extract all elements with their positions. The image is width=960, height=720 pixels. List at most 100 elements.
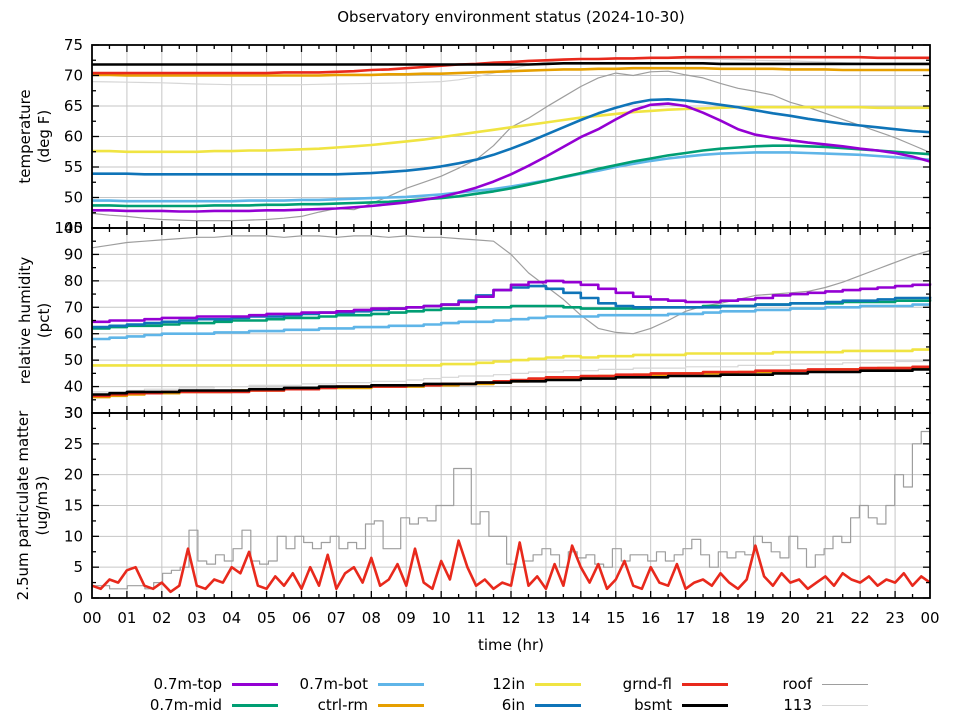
x-tick-label: 12 [501, 609, 520, 627]
legend-swatch-0.7m-top [232, 682, 278, 686]
legend-swatch-bsmt [682, 703, 728, 707]
series-humidity-bsmt [92, 368, 930, 396]
y-tick-label: 75 [64, 36, 83, 54]
series-temperature-0.7m-bot [92, 151, 931, 203]
series-humidity-roof [91, 235, 931, 335]
legend-item-roof: roof [672, 675, 868, 693]
y-tick-label: 90 [64, 245, 83, 263]
legend-item-ctrl-rm: ctrl-rm [228, 696, 424, 714]
x-tick-label: 07 [327, 609, 346, 627]
legend-item-0.7m-mid: 0.7m-mid [82, 696, 278, 714]
legend-item-6in: 6in [385, 696, 581, 714]
y-tick-label: 10 [64, 527, 83, 545]
y-tick-label: 70 [64, 67, 83, 85]
series-temperature-bsmt [92, 62, 930, 66]
x-tick-label: 23 [886, 609, 905, 627]
legend-item-grnd-fl: grnd-fl [532, 675, 728, 693]
legend-swatch-ctrl-rm [378, 703, 424, 707]
series-temperature-ctrl-rm [92, 66, 930, 77]
y-tick-label: 45 [64, 219, 83, 237]
legend-label-0.7m-mid: 0.7m-mid [149, 696, 222, 714]
series-temperature-113 [91, 57, 931, 86]
legend-label-12in: 12in [492, 675, 525, 693]
y-tick-label: 50 [64, 351, 83, 369]
legend-label-0.7m-top: 0.7m-top [153, 675, 222, 693]
series-temperature-0.7m-mid [92, 144, 931, 208]
x-axis-title: time (hr) [477, 636, 545, 654]
legend-item-0.7m-bot: 0.7m-bot [228, 675, 424, 693]
legend-swatch-113 [822, 704, 868, 706]
x-tick-label: 10 [432, 609, 451, 627]
y-axis-title-humidity: relative humidity [16, 257, 34, 385]
x-tick-label: 09 [397, 609, 416, 627]
x-tick-label: 00 [82, 609, 101, 627]
x-tick-label: 17 [676, 609, 695, 627]
x-tick-label: 19 [746, 609, 765, 627]
y-tick-label: 80 [64, 272, 83, 290]
legend-item-0.7m-top: 0.7m-top [82, 675, 278, 693]
y-tick-label: 50 [64, 189, 83, 207]
x-tick-label: 16 [641, 609, 660, 627]
legend-label-bsmt: bsmt [634, 696, 672, 714]
series-pm25-grnd-fl [91, 539, 931, 594]
series-humidity-12in [92, 348, 930, 367]
y-tick-label: 30 [64, 404, 83, 422]
x-tick-label: 00 [920, 609, 939, 627]
series-humidity-113 [92, 360, 931, 393]
page-title: Observatory environment status (2024-10-… [337, 8, 685, 26]
y-axis-title-humidity: (pct) [35, 303, 53, 338]
y-tick-label: 0 [73, 589, 83, 607]
x-tick-label: 13 [536, 609, 555, 627]
x-tick-label: 18 [711, 609, 730, 627]
y-axis-title-pm25: (ug/m3) [33, 476, 51, 536]
series-temperature-12in [92, 105, 930, 154]
x-tick-label: 21 [816, 609, 835, 627]
legend-swatch-12in [535, 682, 581, 686]
legend-item-113: 113 [672, 696, 868, 714]
y-tick-label: 65 [64, 97, 83, 115]
legend-label-113: 113 [783, 696, 812, 714]
y-tick-label: 70 [64, 298, 83, 316]
legend-label-0.7m-bot: 0.7m-bot [299, 675, 368, 693]
chart-pm25: 0 5 10 15 20 25 30 2.5um particulate matter (ug/… [14, 404, 931, 607]
legend-label-ctrl-rm: ctrl-rm [317, 696, 368, 714]
y-tick-label: 30 [64, 404, 83, 422]
legend-swatch-0.7m-bot [378, 682, 424, 686]
x-tick-label: 01 [117, 609, 136, 627]
series-temperature-0.7m-top [92, 102, 931, 213]
x-tick-label: 20 [781, 609, 800, 627]
y-tick-label: 20 [64, 466, 83, 484]
x-tick-label: 03 [187, 609, 206, 627]
y-axis-title-pm25: 2.5um particulate matter [14, 410, 32, 600]
x-tick-label: 05 [257, 609, 276, 627]
y-tick-label: 55 [64, 158, 83, 176]
x-tick-label: 02 [152, 609, 171, 627]
legend-item-bsmt: bsmt [532, 696, 728, 714]
legend-swatch-roof [822, 683, 868, 685]
series-humidity-0.7m-top [92, 279, 932, 324]
series-temperature-grnd-fl [92, 55, 930, 75]
legend-swatch-0.7m-mid [232, 703, 278, 707]
y-tick-label: 25 [64, 435, 83, 453]
chart-humidity: 30 40 50 60 70 80 90 100 relative humidity (pct) [16, 219, 932, 422]
x-tick-label: 04 [222, 609, 241, 627]
y-tick-label: 40 [64, 378, 83, 396]
x-tick-label: 22 [851, 609, 870, 627]
y-axis-title-temperature: (deg F) [35, 110, 53, 163]
legend-swatch-6in [535, 703, 581, 707]
x-tick-label: 15 [606, 609, 625, 627]
y-tick-label: 15 [64, 497, 83, 515]
legend-label-6in: 6in [501, 696, 525, 714]
y-tick-label: 60 [64, 325, 83, 343]
y-axis-title-temperature: temperature [16, 89, 34, 183]
y-tick-label: 60 [64, 128, 83, 146]
series-humidity-0.7m-bot [92, 303, 930, 341]
legend-label-grnd-fl: grnd-fl [622, 675, 672, 693]
x-tick-label: 08 [362, 609, 381, 627]
x-tick-label: 06 [292, 609, 311, 627]
y-tick-label: 100 [54, 219, 83, 237]
series-temperature-6in [92, 98, 931, 176]
x-tick-label: 11 [467, 609, 486, 627]
